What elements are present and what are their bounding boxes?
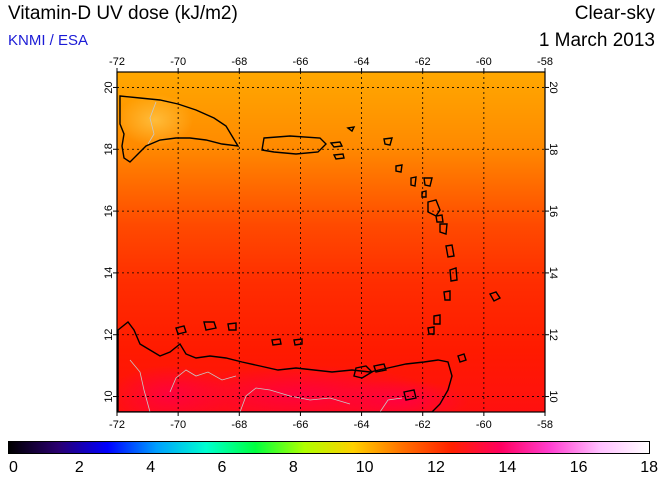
color-scale-label: 12 [427, 459, 445, 476]
latitude-labels-right: 10 12 14 16 18 20 [547, 81, 559, 402]
lat-label-right: 16 [547, 205, 559, 217]
lat-label-left: 18 [103, 143, 115, 155]
color-scale-label: 10 [355, 459, 374, 476]
lon-label-top: -62 [415, 56, 431, 68]
lon-label-top: -64 [354, 56, 370, 68]
lon-label-top: -70 [170, 56, 186, 68]
lat-label-right: 14 [547, 267, 559, 279]
lat-label-left: 16 [103, 205, 115, 217]
longitude-labels-bottom: -72 -70 -68 -66 -64 -62 -60 -58 [109, 419, 553, 431]
color-scale-label: 4 [146, 459, 156, 476]
lon-label-top: -66 [292, 56, 308, 68]
color-scale-label: 16 [569, 459, 588, 476]
graticule [117, 72, 545, 412]
latitude-labels-left: 10 12 14 16 18 20 [103, 81, 115, 402]
lat-label-left: 20 [103, 81, 115, 93]
lat-label-left: 12 [103, 329, 115, 341]
color-scale-label: 8 [288, 459, 298, 476]
country-borders [129, 101, 403, 412]
lon-label-top: -60 [476, 56, 492, 68]
lon-label-bottom: -58 [537, 419, 553, 431]
lon-label-bottom: -60 [476, 419, 492, 431]
color-scale-label: 14 [498, 459, 517, 476]
lon-label-bottom: -64 [354, 419, 370, 431]
sky-condition-label: Clear-sky [574, 3, 655, 24]
lat-label-right: 20 [547, 81, 559, 93]
coastlines [117, 95, 502, 412]
lon-label-bottom: -70 [170, 419, 186, 431]
lat-label-left: 10 [103, 390, 115, 402]
lon-label-top: -72 [109, 56, 125, 68]
map-frame [116, 71, 546, 413]
color-scale-label: 2 [74, 459, 84, 476]
source-label: KNMI / ESA [8, 32, 89, 49]
lon-label-top: -58 [537, 56, 553, 68]
longitude-labels-top: -72 -70 -68 -66 -64 -62 -60 -58 [109, 56, 553, 68]
lat-label-left: 14 [103, 267, 115, 279]
color-scale-bar [8, 441, 650, 454]
color-scale-label: 0 [9, 459, 18, 476]
lon-label-bottom: -72 [109, 419, 125, 431]
lat-label-right: 18 [547, 143, 559, 155]
lon-label-top: -68 [231, 56, 247, 68]
map-title: Vitamin-D UV dose (kJ/m2) [8, 3, 238, 24]
lat-label-right: 12 [547, 329, 559, 341]
lon-label-bottom: -66 [292, 419, 308, 431]
dose-field [117, 72, 545, 412]
color-scale-label: 6 [217, 459, 227, 476]
tick-marks [113, 68, 549, 416]
lon-label-bottom: -62 [415, 419, 431, 431]
color-scale-label: 18 [640, 459, 658, 476]
date-label: 1 March 2013 [538, 30, 655, 51]
lat-label-right: 10 [547, 390, 559, 402]
lon-label-bottom: -68 [231, 419, 247, 431]
